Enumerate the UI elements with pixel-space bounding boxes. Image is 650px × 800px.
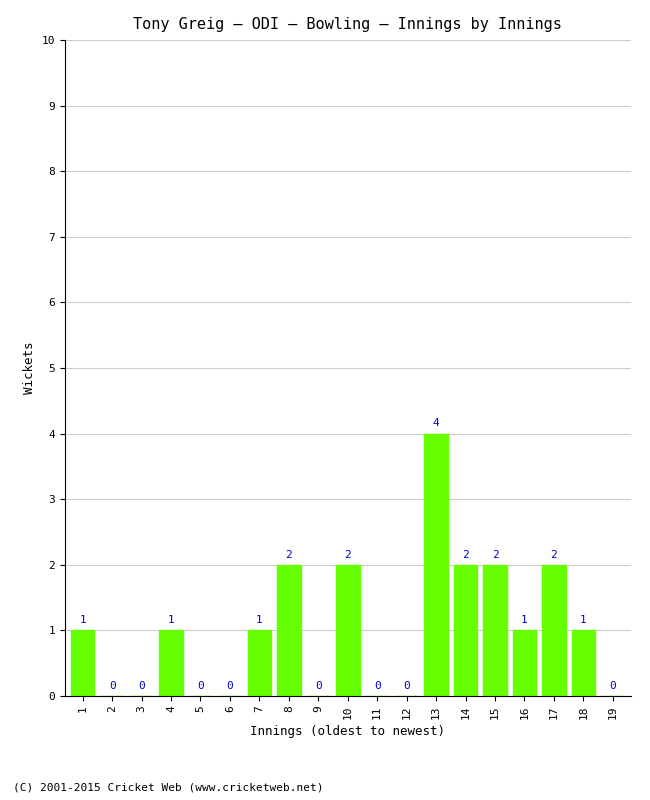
Bar [571, 630, 595, 696]
Text: 0: 0 [610, 681, 616, 690]
Text: 0: 0 [374, 681, 381, 690]
Bar [542, 565, 566, 696]
Bar [454, 565, 477, 696]
Text: 1: 1 [521, 615, 528, 625]
Text: 1: 1 [168, 615, 174, 625]
Bar [513, 630, 536, 696]
Text: 0: 0 [138, 681, 145, 690]
Text: 0: 0 [227, 681, 233, 690]
Text: 0: 0 [197, 681, 204, 690]
Bar [159, 630, 183, 696]
Text: 2: 2 [285, 550, 293, 559]
Text: (C) 2001-2015 Cricket Web (www.cricketweb.net): (C) 2001-2015 Cricket Web (www.cricketwe… [13, 782, 324, 792]
Bar [483, 565, 507, 696]
Text: 1: 1 [580, 615, 587, 625]
Text: 2: 2 [344, 550, 351, 559]
Text: 0: 0 [403, 681, 410, 690]
Text: 4: 4 [433, 418, 439, 428]
Text: 0: 0 [315, 681, 322, 690]
Bar [424, 434, 448, 696]
Bar [336, 565, 359, 696]
Title: Tony Greig – ODI – Bowling – Innings by Innings: Tony Greig – ODI – Bowling – Innings by … [133, 17, 562, 32]
X-axis label: Innings (oldest to newest): Innings (oldest to newest) [250, 725, 445, 738]
Text: 1: 1 [79, 615, 86, 625]
Bar [248, 630, 271, 696]
Text: 2: 2 [462, 550, 469, 559]
Text: 2: 2 [491, 550, 499, 559]
Y-axis label: Wickets: Wickets [23, 342, 36, 394]
Bar [277, 565, 300, 696]
Text: 0: 0 [109, 681, 116, 690]
Text: 2: 2 [551, 550, 557, 559]
Bar [71, 630, 94, 696]
Text: 1: 1 [256, 615, 263, 625]
